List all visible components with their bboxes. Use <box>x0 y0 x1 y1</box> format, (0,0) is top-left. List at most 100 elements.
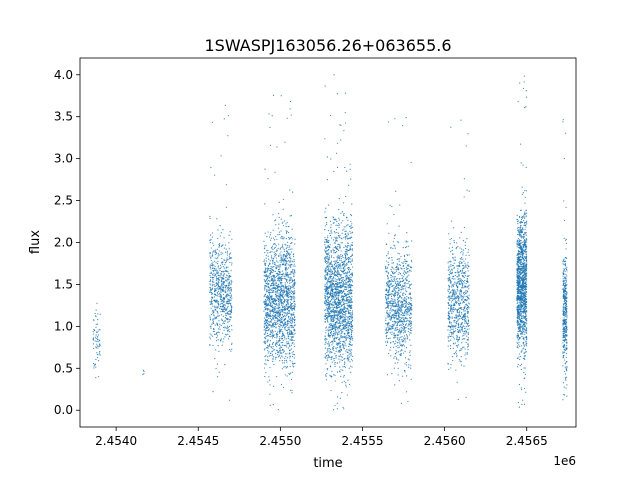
scatter-point <box>271 245 273 247</box>
scatter-point <box>216 295 218 297</box>
scatter-point <box>390 307 392 309</box>
scatter-point <box>348 237 350 239</box>
scatter-point <box>282 333 284 336</box>
scatter-point <box>330 389 332 392</box>
scatter-point <box>407 366 410 368</box>
scatter-point <box>230 279 232 282</box>
scatter-point <box>406 253 408 256</box>
scatter-point <box>391 331 393 333</box>
scatter-point <box>219 340 222 342</box>
scatter-point <box>281 355 283 357</box>
scatter-point <box>215 274 217 276</box>
scatter-point <box>228 234 230 236</box>
scatter-point <box>278 344 280 346</box>
scatter-point <box>393 237 395 240</box>
scatter-point <box>337 224 339 226</box>
scatter-point <box>291 320 293 322</box>
scatter-point <box>266 323 269 325</box>
scatter-point <box>331 361 333 363</box>
scatter-point <box>289 276 291 278</box>
scatter-point <box>407 297 410 299</box>
scatter-point <box>349 340 351 342</box>
scatter-point <box>231 325 233 327</box>
scatter-point <box>290 389 292 391</box>
scatter-point <box>349 278 352 281</box>
scatter-point <box>335 299 337 301</box>
scatter-point <box>333 324 335 326</box>
scatter-point <box>399 343 401 345</box>
scatter-point <box>329 352 331 354</box>
scatter-point <box>390 317 393 319</box>
scatter-point <box>224 363 226 366</box>
scatter-point <box>268 277 271 279</box>
scatter-point <box>273 325 276 328</box>
scatter-point <box>289 360 291 362</box>
scatter-point <box>338 277 340 279</box>
scatter-point <box>291 371 294 373</box>
scatter-point <box>397 329 399 331</box>
scatter-point <box>331 270 333 272</box>
scatter-point <box>350 263 353 265</box>
scatter-point <box>334 232 336 234</box>
scatter-point <box>278 277 280 280</box>
scatter-point <box>287 300 289 302</box>
scatter-point <box>351 258 353 260</box>
scatter-point <box>386 291 389 293</box>
scatter-point <box>331 341 333 343</box>
scatter-point <box>283 305 285 307</box>
scatter-point <box>333 257 335 259</box>
scatter-point <box>395 270 398 272</box>
scatter-point <box>338 327 340 329</box>
scatter-point <box>406 296 408 298</box>
scatter-point <box>291 260 293 262</box>
scatter-point <box>344 253 346 255</box>
scatter-point <box>394 282 397 285</box>
scatter-point <box>217 253 219 255</box>
scatter-point <box>343 130 345 132</box>
scatter-point <box>274 256 276 258</box>
scatter-point <box>332 278 334 280</box>
scatter-point <box>219 264 222 266</box>
scatter-point <box>346 307 348 309</box>
scatter-point <box>288 353 290 355</box>
scatter-point <box>345 276 347 278</box>
scatter-point <box>386 255 388 257</box>
scatter-point <box>394 280 396 282</box>
scatter-point <box>325 329 327 331</box>
scatter-point <box>345 337 347 339</box>
scatter-point <box>344 264 346 266</box>
scatter-point <box>285 286 288 288</box>
scatter-point <box>327 310 329 312</box>
scatter-point <box>267 300 269 302</box>
scatter-point <box>274 303 276 305</box>
scatter-point <box>349 290 351 292</box>
scatter-point <box>392 313 394 315</box>
scatter-point <box>331 263 333 266</box>
scatter-point <box>390 294 392 296</box>
scatter-point <box>223 237 225 239</box>
scatter-point <box>327 292 329 294</box>
scatter-point <box>404 302 406 304</box>
scatter-point <box>282 221 284 223</box>
scatter-point <box>326 301 328 304</box>
scatter-point <box>327 350 329 352</box>
scatter-point <box>326 156 328 158</box>
scatter-point <box>344 238 347 240</box>
scatter-point <box>326 250 328 252</box>
scatter-point <box>143 370 145 372</box>
scatter-point <box>405 302 407 304</box>
scatter-point <box>274 316 276 318</box>
scatter-point <box>216 335 219 337</box>
scatter-point <box>334 278 336 280</box>
scatter-point <box>289 365 291 367</box>
scatter-point <box>408 364 410 366</box>
scatter-point <box>341 299 343 301</box>
scatter-point <box>270 299 272 301</box>
scatter-point <box>284 285 286 288</box>
scatter-point <box>337 273 339 275</box>
scatter-point <box>347 287 349 289</box>
scatter-point <box>212 264 214 266</box>
scatter-point <box>272 274 274 276</box>
scatter-point <box>210 334 212 336</box>
scatter-point <box>280 275 282 278</box>
